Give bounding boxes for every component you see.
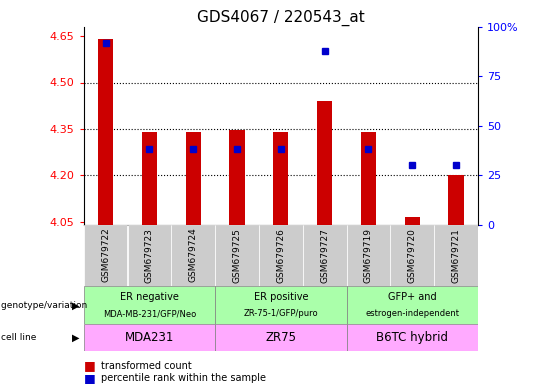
Bar — [186, 132, 201, 225]
Text: ZR-75-1/GFP/puro: ZR-75-1/GFP/puro — [244, 309, 318, 318]
Bar — [259, 225, 303, 286]
Text: GSM679726: GSM679726 — [276, 228, 285, 283]
Text: ER positive: ER positive — [254, 292, 308, 302]
Text: GSM679722: GSM679722 — [101, 228, 110, 283]
Text: ER negative: ER negative — [120, 292, 179, 302]
Text: GSM679721: GSM679721 — [451, 228, 461, 283]
Bar — [230, 131, 245, 225]
Text: GSM679725: GSM679725 — [233, 228, 241, 283]
Bar — [347, 225, 390, 286]
Bar — [448, 175, 464, 225]
Bar — [127, 225, 171, 286]
Bar — [84, 324, 215, 351]
Bar — [303, 225, 347, 286]
Title: GDS4067 / 220543_at: GDS4067 / 220543_at — [197, 9, 364, 25]
Text: estrogen-independent: estrogen-independent — [365, 309, 459, 318]
Text: MDA231: MDA231 — [125, 331, 174, 344]
Text: GSM679719: GSM679719 — [364, 228, 373, 283]
Bar — [404, 217, 420, 225]
Bar — [434, 225, 478, 286]
Text: ZR75: ZR75 — [265, 331, 296, 344]
Text: B6TC hybrid: B6TC hybrid — [376, 331, 448, 344]
Text: MDA-MB-231/GFP/Neo: MDA-MB-231/GFP/Neo — [103, 309, 196, 318]
Text: ▶: ▶ — [72, 333, 80, 343]
Bar — [98, 39, 113, 225]
Text: cell line: cell line — [1, 333, 39, 343]
Text: genotype/variation: genotype/variation — [1, 301, 90, 310]
Bar — [215, 324, 347, 351]
Text: GFP+ and: GFP+ and — [388, 292, 436, 302]
Text: GSM679724: GSM679724 — [188, 228, 198, 283]
Bar — [347, 286, 478, 324]
Text: ▶: ▶ — [72, 300, 80, 310]
Bar — [215, 286, 347, 324]
Bar — [361, 132, 376, 225]
Text: GSM679727: GSM679727 — [320, 228, 329, 283]
Bar — [215, 225, 259, 286]
Bar — [141, 132, 157, 225]
Text: transformed count: transformed count — [101, 361, 192, 371]
Text: ■: ■ — [84, 372, 96, 384]
Text: GSM679723: GSM679723 — [145, 228, 154, 283]
Text: GSM679720: GSM679720 — [408, 228, 417, 283]
Bar — [84, 286, 215, 324]
Bar — [273, 132, 288, 225]
Bar — [171, 225, 215, 286]
Bar — [317, 101, 332, 225]
Bar — [84, 225, 127, 286]
Text: ■: ■ — [84, 359, 96, 372]
Bar — [390, 225, 434, 286]
Text: percentile rank within the sample: percentile rank within the sample — [101, 373, 266, 383]
Bar — [347, 324, 478, 351]
